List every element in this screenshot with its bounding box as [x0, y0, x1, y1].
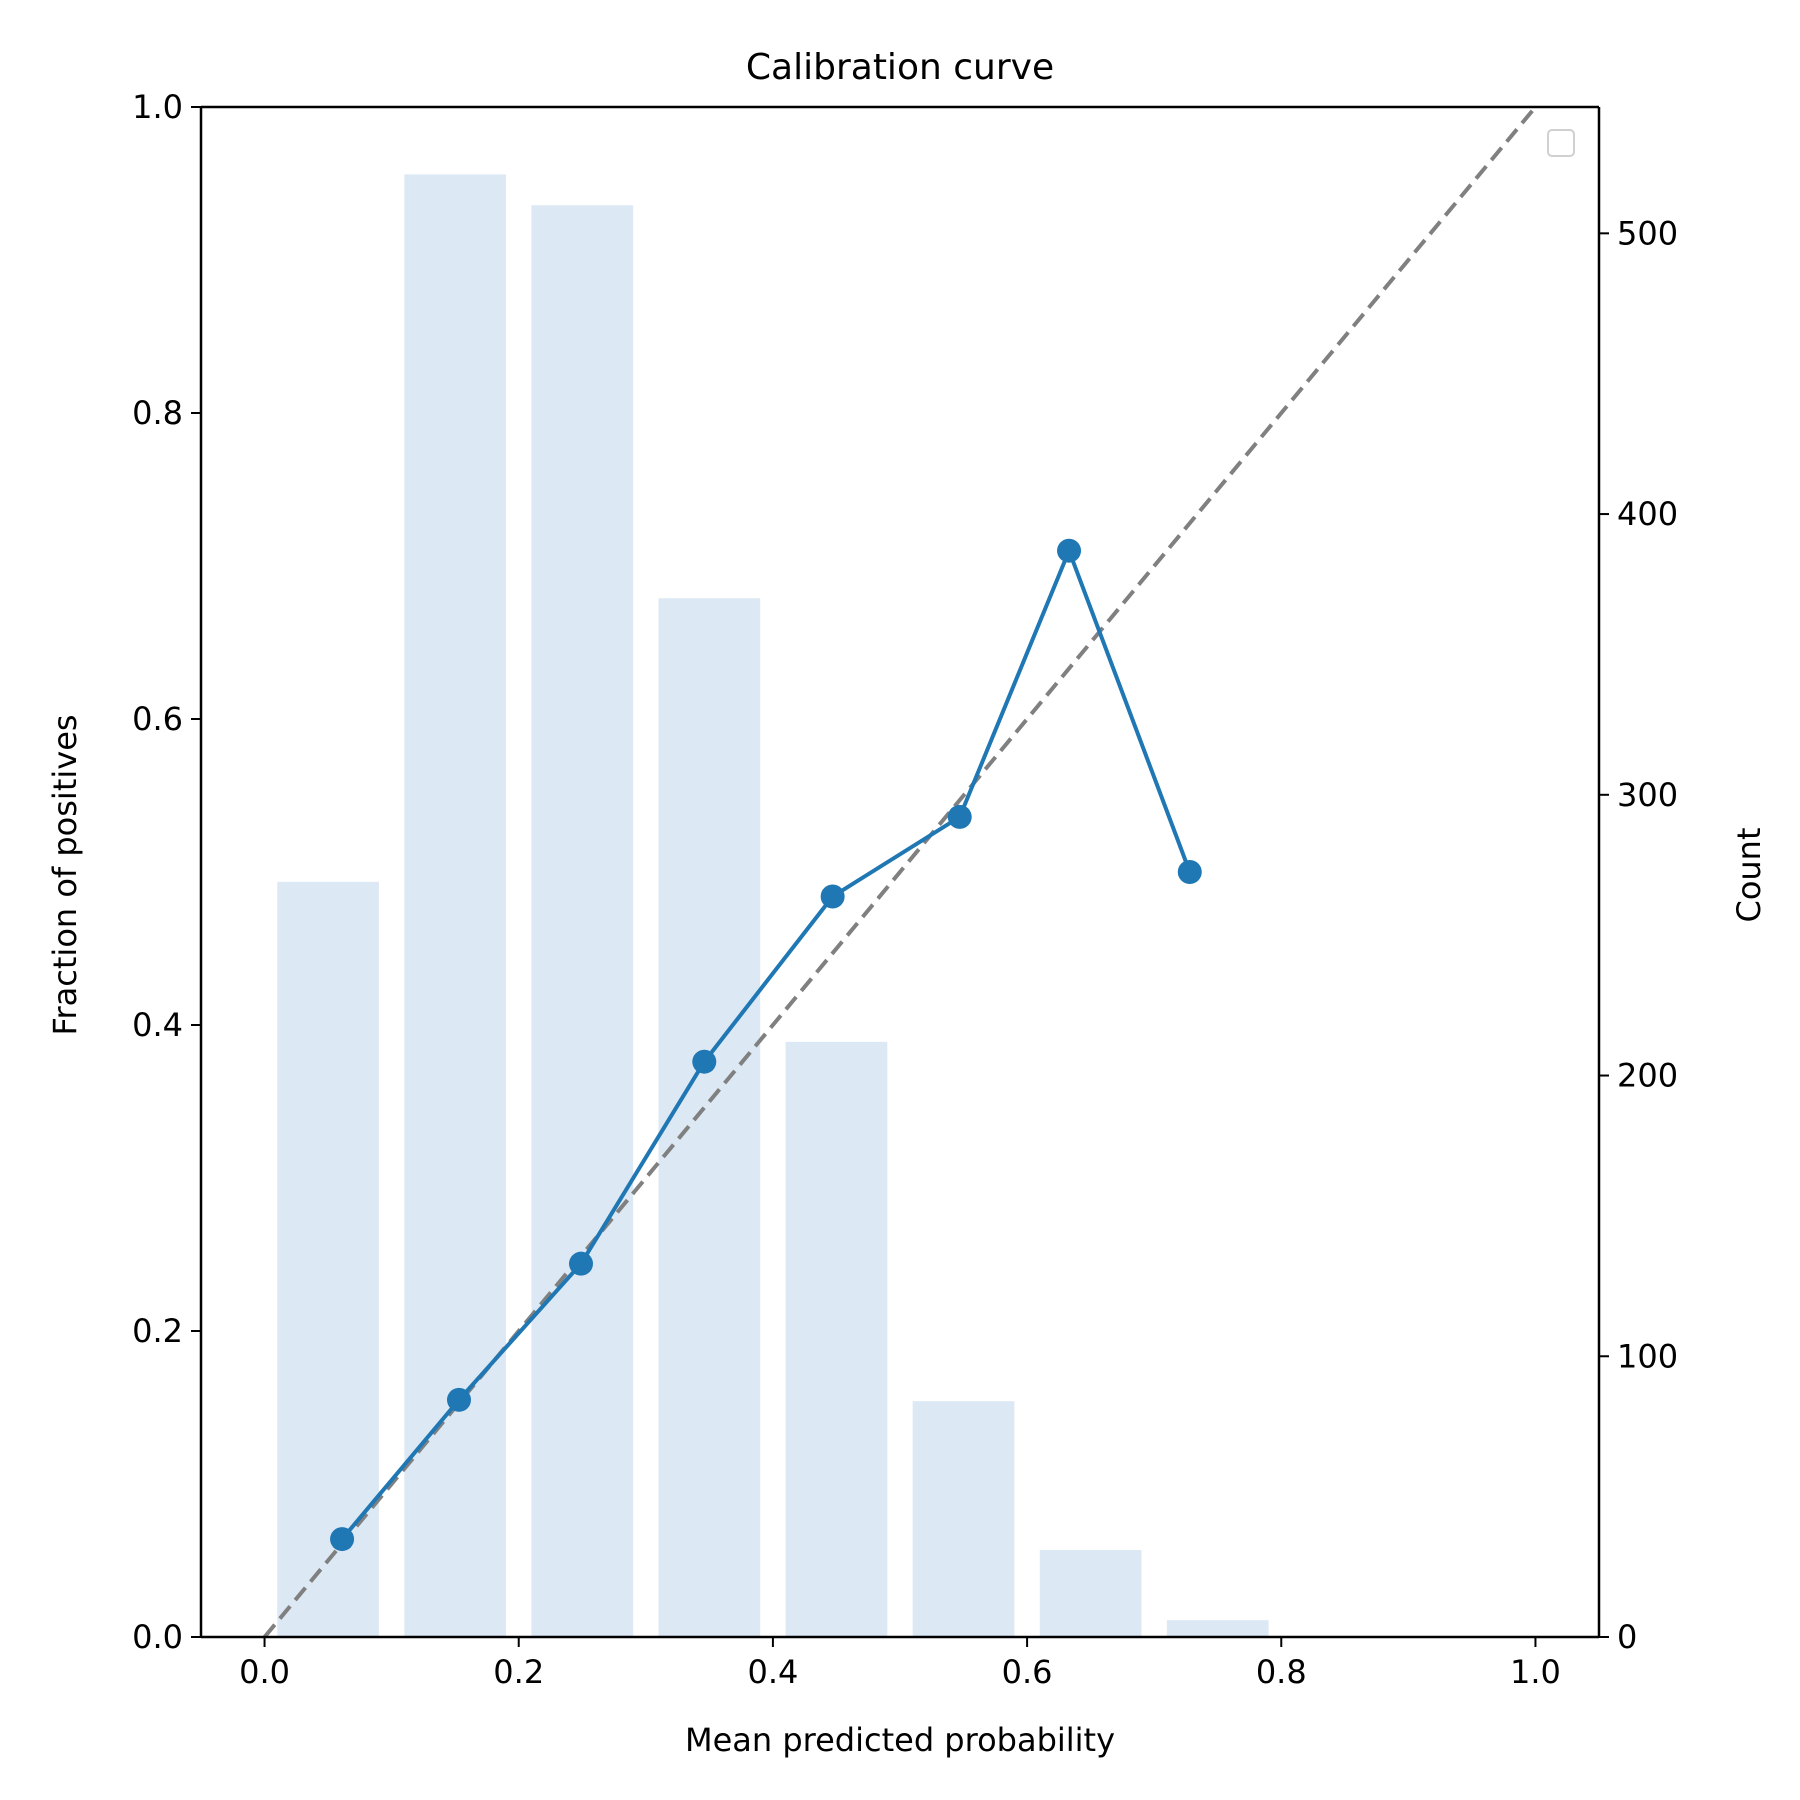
y-tick-label: 0.2: [132, 1312, 183, 1350]
axes-frame: [199, 105, 1601, 1639]
y-tick-label: 1.0: [132, 88, 183, 126]
y2-tick-label: 0: [1617, 1618, 1637, 1656]
y-tick-label: 0.8: [132, 394, 183, 432]
x-tick-label: 0.0: [239, 1653, 290, 1691]
y2-tick-label: 300: [1617, 776, 1678, 814]
calibration-point: [947, 804, 972, 829]
calibration-series: [330, 538, 1202, 1552]
x-tick-label: 1.0: [1510, 1653, 1561, 1691]
y-axis-label: Fraction of positives: [46, 714, 84, 1035]
histogram-bar: [404, 174, 507, 1638]
x-tick-label: 0.4: [747, 1653, 798, 1691]
histogram-bar: [912, 1401, 1015, 1637]
count-histogram: [277, 174, 1269, 1638]
x-axis-label: Mean predicted probability: [685, 1721, 1115, 1759]
calibration-line: [340, 548, 1192, 1541]
histogram-bar: [277, 881, 379, 1637]
axis-ticks: 0.0 0.2 0.4 0.6 0.8 1.0 0.0 0.2 0.4 0.6 0.8 1.0 0 100…: [132, 88, 1678, 1691]
chart-title: Calibration curve: [746, 47, 1054, 88]
y2-tick-label: 400: [1617, 495, 1678, 533]
calibration-point: [446, 1387, 471, 1412]
calibration-point: [1177, 860, 1202, 884]
y2-axis-label: Count: [1730, 827, 1768, 922]
reference-diagonal: [263, 107, 1537, 1637]
x-tick-label: 0.2: [493, 1653, 544, 1691]
legend-box: [1547, 129, 1575, 157]
calibration-point: [569, 1251, 594, 1276]
y-tick-label: 0.0: [132, 1618, 183, 1656]
y-tick-label: 0.6: [132, 700, 183, 738]
y2-tick-label: 100: [1617, 1337, 1678, 1375]
x-tick-label: 0.6: [1002, 1653, 1053, 1691]
calibration-point: [820, 884, 845, 909]
y-tick-label: 0.4: [132, 1006, 183, 1044]
calibration-point: [330, 1527, 355, 1552]
histogram-bar: [1166, 1620, 1269, 1637]
calibration-point: [692, 1049, 717, 1074]
histogram-bar: [785, 1041, 888, 1637]
histogram-bar: [531, 205, 634, 1638]
histogram-bar: [658, 598, 761, 1637]
y2-tick-label: 200: [1617, 1057, 1678, 1095]
y2-tick-label: 500: [1617, 214, 1678, 252]
calibration-point: [1057, 538, 1082, 563]
perfect-calibration-line: [263, 107, 1537, 1637]
histogram-bar: [1039, 1549, 1142, 1637]
x-tick-label: 0.8: [1256, 1653, 1307, 1691]
